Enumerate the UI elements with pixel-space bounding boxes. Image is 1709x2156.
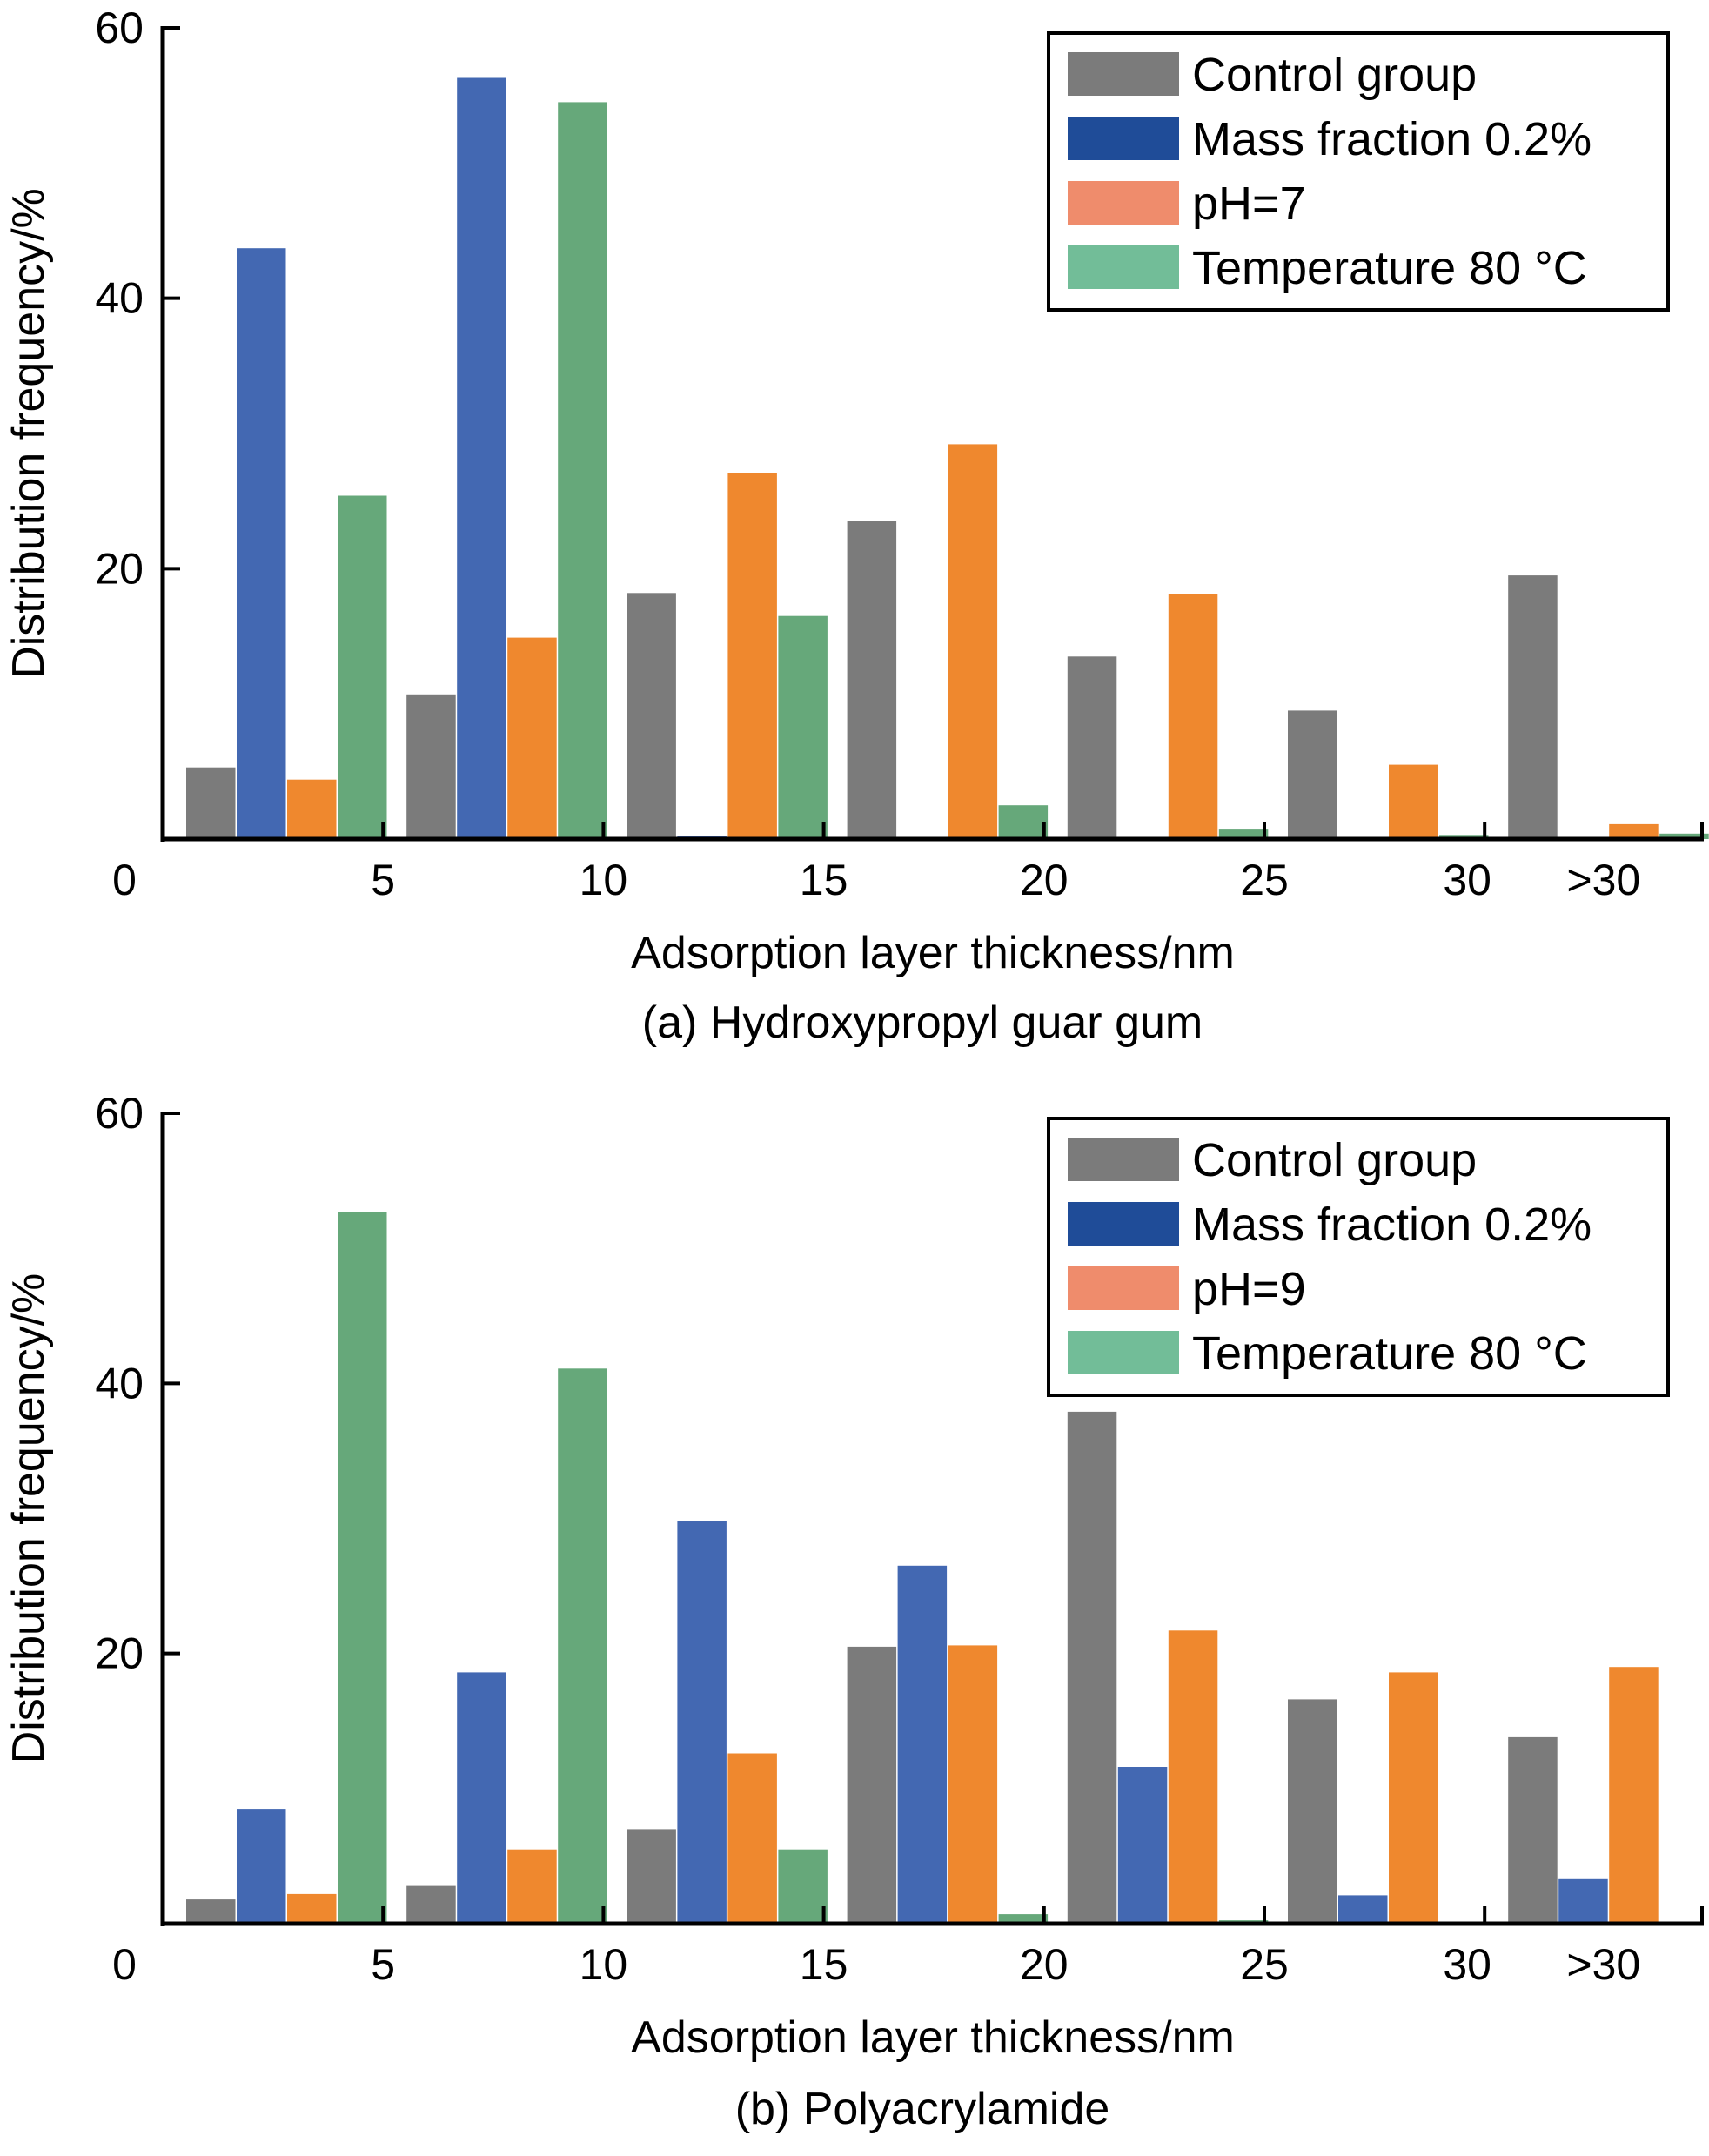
bar-temperature-80-c-5-10 bbox=[558, 1368, 607, 1924]
y-tick-label: 40 bbox=[95, 274, 144, 323]
bar-ph-7-5-10 bbox=[507, 637, 557, 839]
y-axis-title: Distribution frequency/% bbox=[3, 1273, 54, 1764]
x-tick-label: 10 bbox=[580, 1940, 628, 1989]
legend-label: Temperature 80 °C bbox=[1192, 1327, 1587, 1380]
bar-ph-9-10-15 bbox=[727, 1753, 777, 1924]
bar-mass-fraction-0-2-5-10 bbox=[457, 1672, 506, 1924]
bar-temperature-80-c-gt30 bbox=[1659, 833, 1709, 839]
legend-label: pH=7 bbox=[1192, 178, 1306, 230]
panel-b: 20 40 60 0 5 10 15 20 25 30 >30 Adsorption layer th… bbox=[3, 1089, 1704, 2134]
bar-mass-fraction-0-2-5-10 bbox=[457, 77, 506, 839]
x-tick-label: >30 bbox=[1566, 856, 1640, 904]
legend-swatch bbox=[1068, 1202, 1179, 1246]
x-tick-label: 25 bbox=[1240, 1940, 1289, 1989]
bar-temperature-80-c-0-5 bbox=[338, 1212, 387, 1924]
bar-control-group-15-20 bbox=[847, 521, 897, 839]
bar-control-group-0-5 bbox=[186, 1899, 236, 1924]
y-axis-title: Distribution frequency/% bbox=[3, 188, 54, 679]
bar-temperature-80-c-15-20 bbox=[998, 1914, 1049, 1924]
legend-label: pH=9 bbox=[1192, 1263, 1306, 1315]
bar-mass-fraction-0-2-10-15 bbox=[677, 1521, 727, 1924]
bar-temperature-80-c-10-15 bbox=[778, 615, 828, 839]
legend-label: Control group bbox=[1192, 49, 1477, 101]
bar-ph-7-10-15 bbox=[727, 473, 777, 839]
bar-control-group-5-10 bbox=[406, 1885, 456, 1924]
legend-swatch bbox=[1068, 1331, 1179, 1374]
y-tick-label: 60 bbox=[95, 1089, 144, 1138]
legend: Control group Mass fraction 0.2% pH=7 Tempe… bbox=[1047, 31, 1670, 312]
bar-mass-fraction-0-2-15-20 bbox=[897, 1565, 948, 1924]
x-axis-title: Adsorption layer thickness/nm bbox=[631, 928, 1235, 978]
bar-ph-7-15-20 bbox=[948, 444, 998, 839]
bar-mass-fraction-0-2-gt30 bbox=[1558, 1878, 1608, 1924]
x-tick-label: 10 bbox=[580, 856, 628, 904]
bar-control-group-gt30 bbox=[1508, 575, 1558, 839]
x-tick-label: 20 bbox=[1020, 856, 1069, 904]
bar-temperature-80-c-5-10 bbox=[558, 102, 607, 839]
x-tick-label: 30 bbox=[1443, 1940, 1491, 1989]
y-tick-label: 60 bbox=[95, 3, 144, 52]
chart-title: (b) Polyacrylamide bbox=[735, 2084, 1110, 2134]
bar-mass-fraction-0-2-0-5 bbox=[237, 1809, 286, 1924]
legend: Control group Mass fraction 0.2% pH=9 Tempe… bbox=[1047, 1117, 1670, 1397]
bar-control-group-20-25 bbox=[1067, 1411, 1117, 1924]
bar-control-group-10-15 bbox=[627, 593, 676, 839]
legend-swatch bbox=[1068, 1138, 1179, 1181]
bar-mass-fraction-0-2-20-25 bbox=[1117, 1767, 1168, 1924]
legend-swatch bbox=[1068, 1266, 1179, 1310]
x-tick-label: >30 bbox=[1566, 1940, 1640, 1989]
x-tick-label: 0 bbox=[112, 1940, 137, 1989]
x-tick-label: 20 bbox=[1020, 1940, 1069, 1989]
bar-temperature-80-c-0-5 bbox=[338, 495, 387, 839]
bar-control-group-gt30 bbox=[1508, 1736, 1558, 1924]
y-tick-label: 20 bbox=[95, 544, 144, 593]
bar-ph-9-25-30 bbox=[1389, 1672, 1438, 1924]
x-tick-label: 25 bbox=[1240, 856, 1289, 904]
y-tick-label: 20 bbox=[95, 1629, 144, 1678]
legend-swatch bbox=[1068, 52, 1179, 96]
bar-mass-fraction-0-2-25-30 bbox=[1338, 1895, 1388, 1924]
bar-temperature-80-c-15-20 bbox=[998, 805, 1049, 839]
chart-title: (a) Hydroxypropyl guar gum bbox=[642, 997, 1203, 1048]
y-tick-label: 40 bbox=[95, 1359, 144, 1407]
legend-label: Temperature 80 °C bbox=[1192, 242, 1587, 294]
bar-mass-fraction-0-2-0-5 bbox=[237, 248, 286, 839]
x-tick-label: 5 bbox=[371, 1940, 395, 1989]
panel-a: 20 40 60 0 5 10 15 20 25 30 >30 Adsorption layer th… bbox=[3, 3, 1709, 1048]
bar-ph-7-0-5 bbox=[287, 779, 337, 839]
x-tick-label: 15 bbox=[800, 856, 848, 904]
x-tick-label: 5 bbox=[371, 856, 395, 904]
legend-label: Mass fraction 0.2% bbox=[1192, 113, 1592, 165]
bar-control-group-20-25 bbox=[1067, 656, 1117, 839]
x-tick-label: 30 bbox=[1443, 856, 1491, 904]
bar-ph-9-0-5 bbox=[287, 1893, 337, 1924]
bar-control-group-25-30 bbox=[1288, 1699, 1337, 1924]
bar-ph-7-25-30 bbox=[1389, 764, 1438, 839]
bar-ph-9-5-10 bbox=[507, 1849, 557, 1924]
bar-control-group-15-20 bbox=[847, 1646, 897, 1924]
bar-ph-9-15-20 bbox=[948, 1645, 998, 1924]
bar-control-group-5-10 bbox=[406, 694, 456, 839]
bar-ph-7-gt30 bbox=[1609, 823, 1659, 839]
bar-temperature-80-c-20-25 bbox=[1218, 829, 1269, 839]
legend-swatch bbox=[1068, 117, 1179, 160]
x-tick-label: 0 bbox=[112, 856, 137, 904]
legend-label: Mass fraction 0.2% bbox=[1192, 1199, 1592, 1251]
x-tick-label: 15 bbox=[800, 1940, 848, 1989]
legend-swatch bbox=[1068, 245, 1179, 289]
bar-ph-9-gt30 bbox=[1609, 1667, 1659, 1924]
x-axis-title: Adsorption layer thickness/nm bbox=[631, 2012, 1235, 2063]
bar-control-group-25-30 bbox=[1288, 710, 1337, 839]
legend-swatch bbox=[1068, 181, 1179, 225]
legend-label: Control group bbox=[1192, 1134, 1477, 1186]
bar-ph-9-20-25 bbox=[1168, 1630, 1218, 1924]
bar-control-group-10-15 bbox=[627, 1829, 676, 1924]
bar-temperature-80-c-10-15 bbox=[778, 1849, 828, 1924]
bar-control-group-0-5 bbox=[186, 767, 236, 839]
bar-ph-7-20-25 bbox=[1168, 594, 1218, 839]
